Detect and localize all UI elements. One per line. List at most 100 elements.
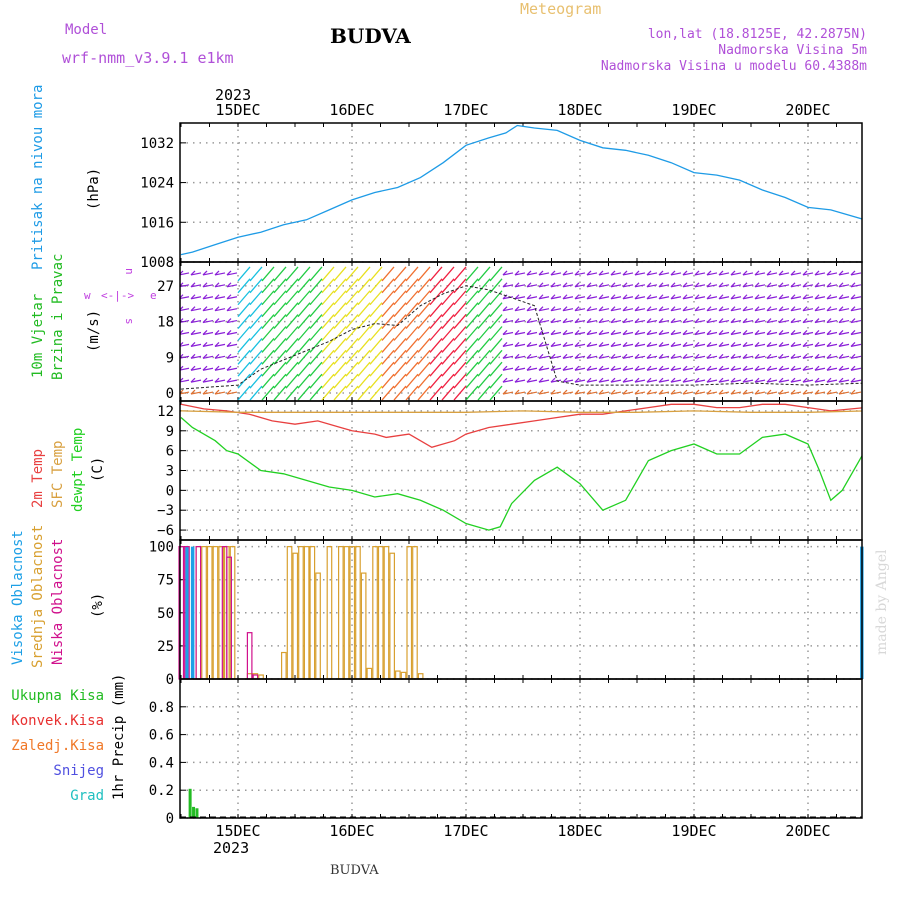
wind-barb [634, 379, 646, 383]
wind-barb [826, 331, 838, 336]
wind-barb [802, 306, 808, 312]
wind-barb [441, 385, 455, 401]
wind-barb [694, 306, 700, 312]
wind-barb [682, 331, 694, 336]
wind-barb [405, 326, 419, 341]
wind-barb [550, 272, 562, 276]
wind-barb [381, 373, 395, 389]
wind-barb [357, 326, 371, 341]
wind-barb [586, 272, 598, 276]
wind-barb [610, 318, 616, 323]
wind-barb [465, 385, 479, 401]
wind-barb [237, 314, 251, 329]
wind-barb [682, 284, 694, 288]
wind-barb [574, 308, 586, 312]
wind-barb [190, 308, 202, 312]
wind-barb [453, 349, 467, 365]
wind-barb [646, 330, 652, 335]
wind-barb [190, 319, 202, 324]
wind-barb [802, 353, 808, 359]
wind-barb [550, 319, 562, 324]
wind-barb [622, 391, 634, 395]
wind-barb [562, 318, 568, 323]
wind-barb [357, 361, 371, 377]
wind-barb [538, 377, 544, 383]
wind-barb [766, 365, 772, 371]
wind-barb [333, 337, 347, 353]
wind-barb [297, 278, 311, 294]
wind-barb [766, 367, 778, 371]
wind-barb [214, 308, 226, 312]
wind-barb [562, 319, 574, 324]
wind-barb [190, 270, 196, 276]
wind-barb [730, 318, 736, 323]
wind-barb [838, 331, 850, 336]
wind-barb [778, 355, 790, 359]
wind-barb [598, 330, 604, 335]
wind-barb [526, 284, 538, 288]
wind-barb [598, 282, 604, 288]
wind-barb [562, 355, 574, 359]
wind-barb [489, 337, 503, 353]
wind-barb [489, 290, 503, 306]
wind-barb [670, 391, 682, 395]
wind-barb [214, 353, 220, 359]
wind-barb [598, 318, 604, 323]
wind-barb [226, 282, 232, 288]
wind-barb [778, 294, 784, 300]
wind-barb [202, 294, 208, 300]
cloud-mid-bar [389, 552, 395, 680]
wind-barb [562, 379, 574, 383]
wind-barb [514, 330, 520, 335]
wind-barb [850, 377, 856, 383]
wind-barb [826, 355, 838, 359]
wind-barb [838, 294, 844, 300]
x-day-label-top: 15DEC [215, 101, 260, 119]
wind-barb [514, 365, 520, 371]
wind-barb [742, 296, 754, 300]
wind-barb [718, 318, 724, 323]
wind-barb [526, 389, 532, 395]
wind-barb [261, 373, 275, 389]
wind-barb [586, 355, 598, 359]
wind-barb [778, 353, 784, 359]
wind-barb [622, 367, 634, 371]
wind-barb [838, 296, 850, 300]
wind-barb [730, 330, 736, 335]
wind-barb [369, 278, 383, 294]
wind-barb [766, 377, 772, 383]
wind-barb [802, 330, 808, 335]
cloud-mid-bar [400, 671, 407, 680]
wind-barb [622, 282, 628, 288]
wind-barb [550, 306, 556, 312]
x-day-label-top: 18DEC [557, 101, 602, 119]
cloud-mid-bar [201, 546, 207, 680]
wind-barb [393, 278, 407, 294]
wind-barb [226, 318, 232, 323]
wind-barb [730, 272, 742, 276]
wind-barb [814, 284, 826, 288]
wind-barb [586, 270, 592, 276]
wind-barb [574, 377, 580, 383]
wind-barb [393, 266, 407, 282]
wind-barb [538, 318, 544, 323]
wind-barb [526, 379, 538, 383]
wind-barb [538, 308, 550, 312]
wind-barb [778, 296, 790, 300]
wind-barb [610, 379, 622, 383]
wind-barb [850, 306, 856, 312]
wind-barb [634, 377, 640, 383]
wind-barb [526, 306, 532, 312]
wind-barb [610, 331, 622, 336]
wind-barb [333, 361, 347, 377]
wind-barb [514, 353, 520, 359]
wind-barb [646, 308, 658, 312]
wind-barb [226, 365, 232, 371]
wind-barb [802, 270, 808, 276]
wind-barb [202, 379, 214, 383]
wind-barb [694, 319, 706, 324]
wind-barb [766, 389, 772, 395]
wind-barb [646, 284, 658, 288]
wind-barb [321, 337, 335, 353]
wind-barb [489, 314, 503, 329]
